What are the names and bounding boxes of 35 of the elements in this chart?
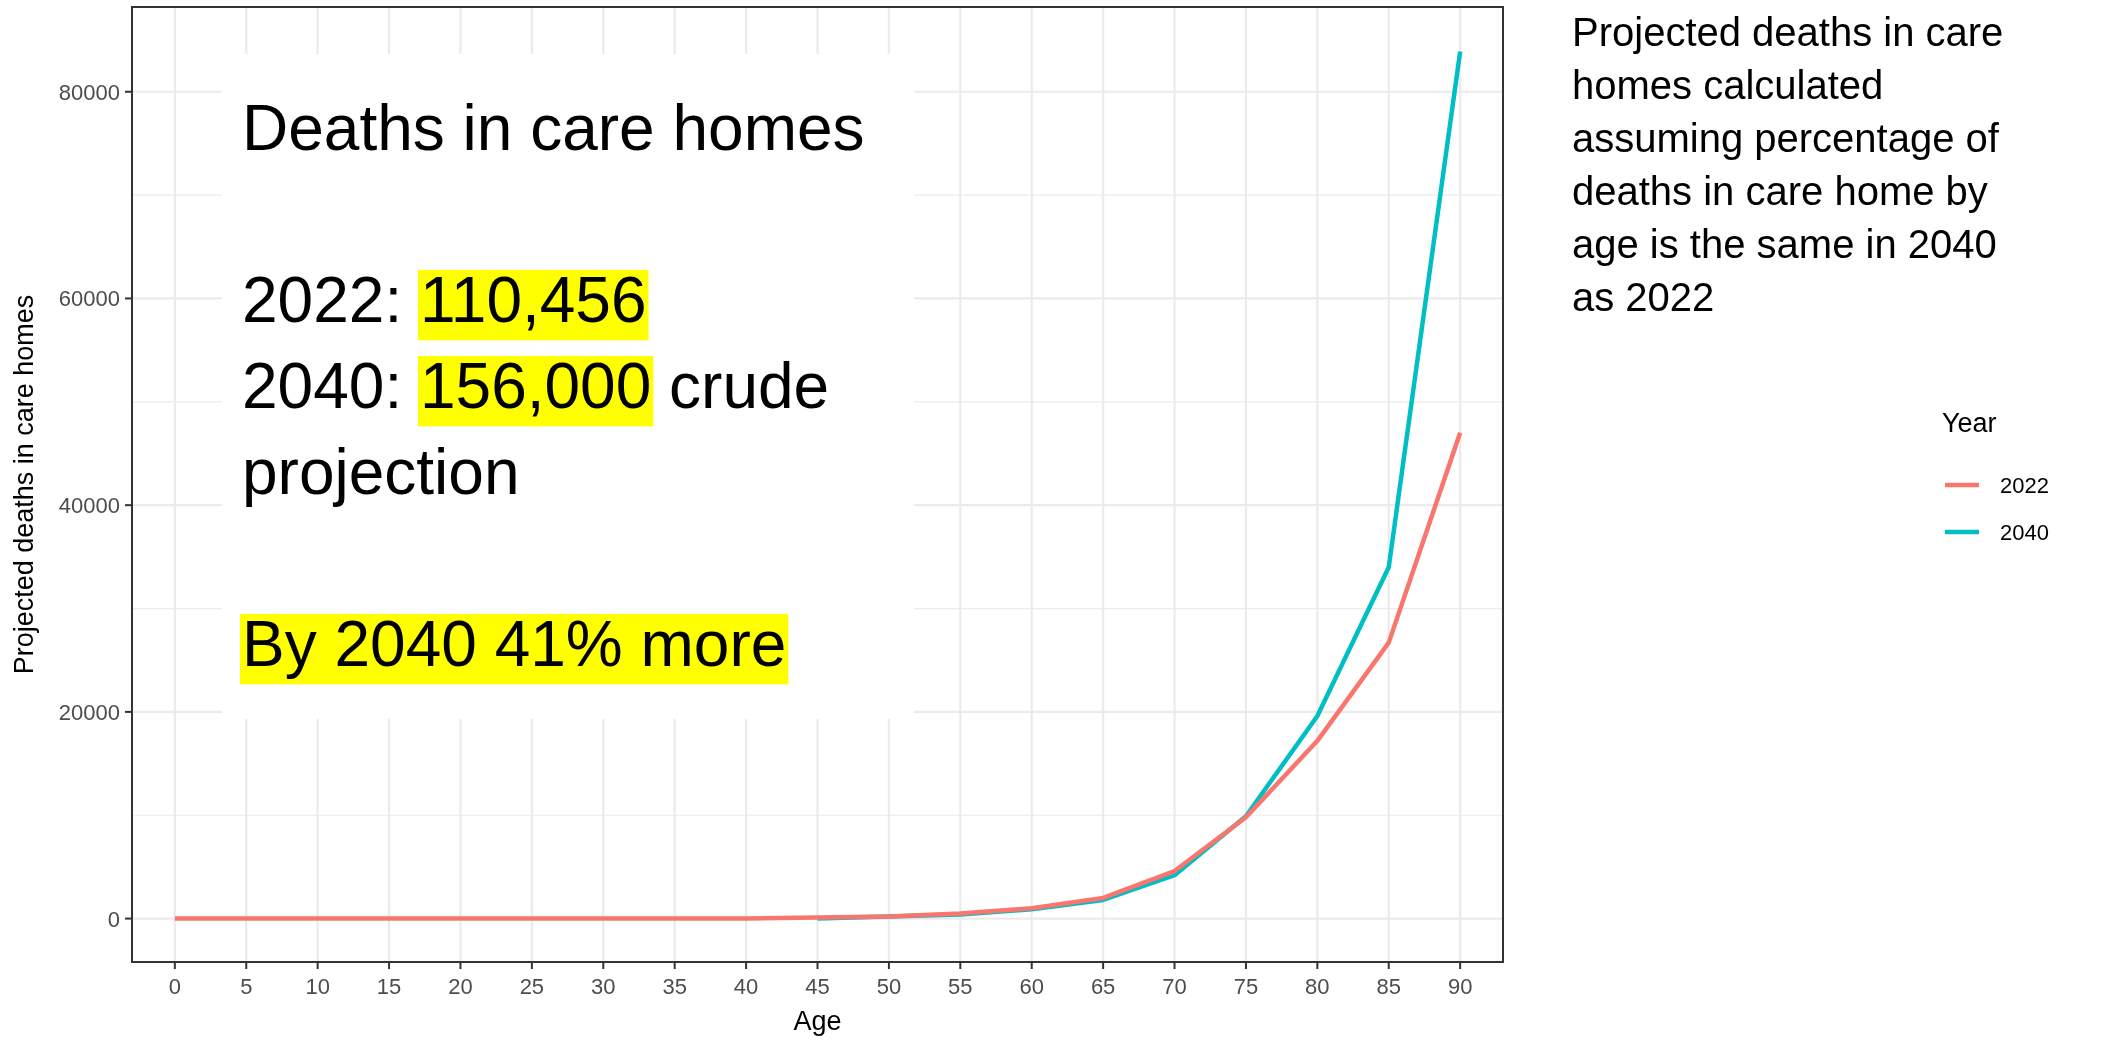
x-tick-label: 45 <box>805 974 830 999</box>
y-tick-label: 20000 <box>58 699 120 725</box>
annotation: 2022: 110,456 <box>242 264 647 337</box>
x-tick-label: 25 <box>519 974 545 999</box>
y-tick-label: 40000 <box>58 493 120 519</box>
x-tick-label: 30 <box>591 974 616 999</box>
x-tick-label: 50 <box>876 974 902 999</box>
text: Projected deaths in care homes calculated assuming percentage of deaths in care home by age is the same in 2040 as 2022 <box>1572 10 2004 319</box>
x-tick-label: 90 <box>1447 974 1473 999</box>
x-tick-label: 70 <box>1162 974 1187 999</box>
x-tick-label: 35 <box>662 974 687 999</box>
x-tick-label: 65 <box>1090 974 1116 999</box>
x-tick-label: 0 <box>168 974 181 999</box>
x-tick-label: 10 <box>305 974 330 999</box>
legend-title: Year <box>1942 408 1997 438</box>
x-tick-label: 80 <box>1305 974 1330 999</box>
annotation: By 2040 41% more <box>242 608 787 681</box>
line-series <box>172 430 1463 921</box>
x-tick-label: 85 <box>1376 974 1401 999</box>
x-tick-label: 60 <box>1019 974 1044 999</box>
y-tick-label: 80000 <box>58 79 120 105</box>
y-tick-label: 0 <box>107 906 120 932</box>
x-tick-label: 5 <box>240 974 253 999</box>
legend-label: 2022 <box>2000 473 2049 498</box>
legend-label: 2040 <box>2000 520 2049 545</box>
x-tick-label: 15 <box>376 974 402 999</box>
x-tick-label: 55 <box>948 974 973 999</box>
x-tick-label: 20 <box>448 974 473 999</box>
x-axis-title: Age <box>793 1006 842 1036</box>
x-tick-label: 40 <box>733 974 759 999</box>
y-axis-title: Projected deaths in care homes <box>9 294 39 675</box>
annotation: Deaths in care homes <box>242 92 865 165</box>
x-tick-label: 75 <box>1233 974 1259 999</box>
text: 2040: 156,000 crude projection <box>242 350 830 509</box>
y-tick-label: 60000 <box>58 286 120 312</box>
